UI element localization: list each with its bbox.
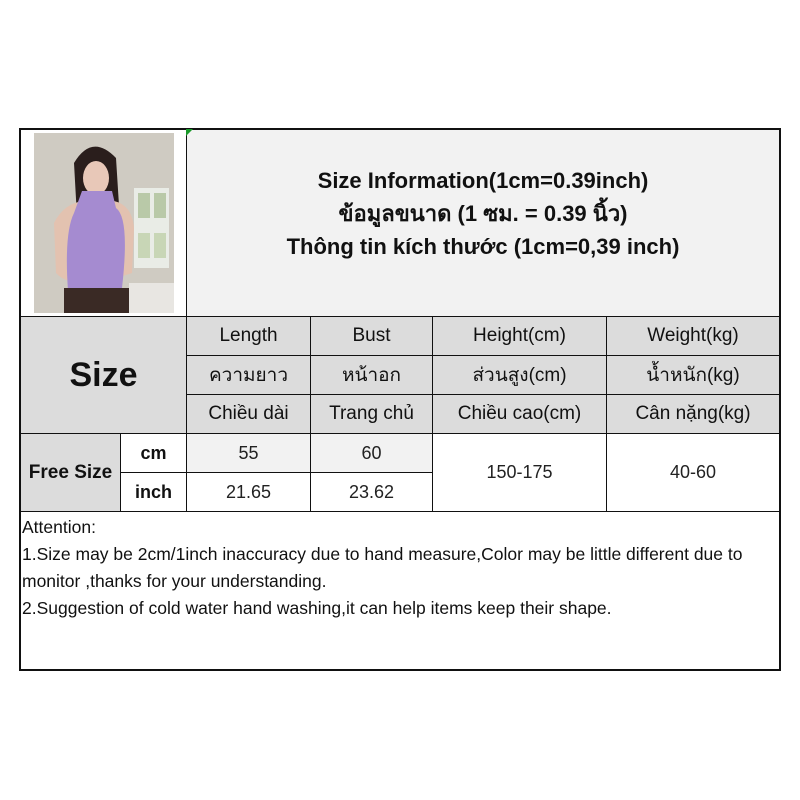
- title-english: Size Information(1cm=0.39inch): [317, 167, 649, 193]
- col-length-en: Length: [186, 316, 311, 356]
- col-height-vi: Chiều cao(cm): [432, 394, 607, 434]
- weight-range: 40-60: [606, 433, 780, 512]
- product-photo-cell: [20, 129, 187, 317]
- unit-cm: cm: [120, 433, 187, 473]
- cell-comment-marker-icon: [186, 129, 193, 136]
- size-info-title: Size Information(1cm=0.39inch) ข้อมูลขนา…: [186, 129, 780, 317]
- unit-inch: inch: [120, 472, 187, 512]
- title-vietnamese: Thông tin kích thước (1cm=0,39 inch): [286, 233, 680, 259]
- product-photo: [33, 133, 174, 313]
- col-bust-vi: Trang chủ: [310, 394, 433, 434]
- length-cm: 55: [186, 433, 311, 473]
- col-weight-vi: Cân nặng(kg): [606, 394, 780, 434]
- size-header: Size: [20, 316, 187, 434]
- col-height-en: Height(cm): [432, 316, 607, 356]
- col-length-vi: Chiều dài: [186, 394, 311, 434]
- col-bust-en: Bust: [310, 316, 433, 356]
- bust-inch: 23.62: [310, 472, 433, 512]
- col-weight-en: Weight(kg): [606, 316, 780, 356]
- attention-line-2: 2.Suggestion of cold water hand washing,…: [22, 598, 612, 618]
- col-length-th: ความยาว: [186, 355, 311, 395]
- col-bust-th: หน้าอก: [310, 355, 433, 395]
- bust-cm: 60: [310, 433, 433, 473]
- length-inch: 21.65: [186, 472, 311, 512]
- attention-line-1: 1.Size may be 2cm/1inch inaccuracy due t…: [22, 544, 743, 591]
- attention-heading: Attention:: [22, 517, 96, 537]
- title-thai: ข้อมูลขนาด (1 ซม. = 0.39 นิ้ว): [338, 200, 628, 226]
- height-range: 150-175: [432, 433, 607, 512]
- col-weight-th: น้ำหนัก(kg): [606, 355, 780, 395]
- col-height-th: ส่วนสูง(cm): [432, 355, 607, 395]
- free-size-label: Free Size: [20, 433, 121, 512]
- attention-notes: Attention: 1.Size may be 2cm/1inch inacc…: [22, 514, 772, 622]
